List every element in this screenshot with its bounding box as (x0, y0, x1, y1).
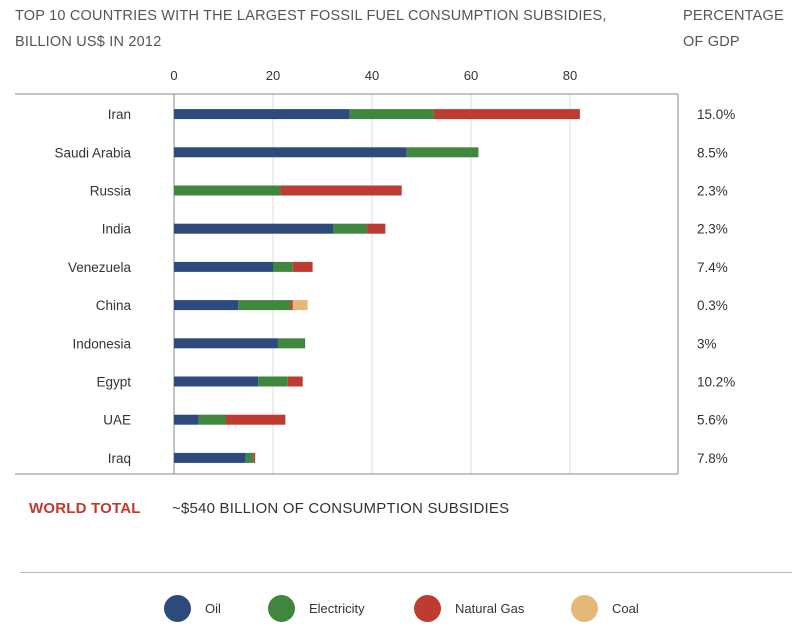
chart-title-line-2: BILLION US$ IN 2012 (15, 34, 162, 50)
category-label-venezuela: Venezuela (68, 260, 132, 275)
category-label-iraq: Iraq (108, 451, 131, 466)
bar-russia-electricity (174, 185, 281, 196)
legend-swatch-coal (571, 594, 598, 622)
legend-item-coal: Coal (571, 594, 639, 622)
legend-divider (20, 572, 792, 573)
pct-gdp-value-iraq: 7.8% (697, 451, 728, 466)
x-tick-label-20: 20 (266, 68, 280, 83)
bar-egypt-electricity (258, 376, 288, 387)
bar-saudi-arabia-electricity (406, 147, 479, 158)
pct-gdp-value-venezuela: 7.4% (697, 260, 728, 275)
category-label-indonesia: Indonesia (72, 336, 131, 351)
pct-gdp-value-iran: 15.0% (697, 107, 735, 122)
pct-gdp-header: PERCENTAGE OF GDP (683, 3, 798, 55)
legend-label-oil: Oil (205, 600, 221, 616)
legend-item-oil: Oil (164, 594, 221, 622)
legend: Oil Electricity Natural Gas Coal (0, 594, 800, 624)
category-label-egypt: Egypt (96, 375, 131, 390)
bar-egypt-natural-gas (287, 376, 303, 387)
legend-label-electricity: Electricity (309, 600, 365, 616)
bar-india-oil (174, 223, 334, 234)
bar-venezuela-oil (174, 261, 273, 272)
x-tick-label-80: 80 (563, 68, 577, 83)
chart-title-line-1: TOP 10 COUNTRIES WITH THE LARGEST FOSSIL… (15, 8, 607, 24)
bar-iraq-natural-gas (253, 452, 256, 463)
bar-indonesia-electricity (277, 338, 306, 349)
pct-gdp-value-uae: 5.6% (697, 413, 728, 428)
pct-gdp-value-china: 0.3% (697, 298, 728, 313)
bar-china-natural-gas (290, 300, 293, 311)
world-total-label: WORLD TOTAL (29, 500, 141, 517)
legend-item-electricity: Electricity (268, 594, 365, 622)
bar-venezuela-natural-gas (292, 261, 313, 272)
bar-egypt-oil (174, 376, 259, 387)
bar-china-coal (292, 300, 308, 311)
x-tick-label-0: 0 (170, 68, 177, 83)
bar-saudi-arabia-oil (174, 147, 407, 158)
world-total-text: ~$540 BILLION OF CONSUMPTION SUBSIDIES (172, 500, 510, 517)
legend-swatch-natural-gas (414, 594, 441, 622)
pct-gdp-value-saudi-arabia: 8.5% (697, 145, 728, 160)
bar-india-electricity (333, 223, 368, 234)
pct-gdp-header-line-2: OF GDP (683, 34, 740, 50)
pct-gdp-header-line-1: PERCENTAGE (683, 8, 784, 24)
legend-label-natural-gas: Natural Gas (455, 600, 525, 616)
pct-gdp-value-india: 2.3% (697, 222, 728, 237)
bar-chart: 0 20 40 60 80 Iran 15.0% Saudi Arabia 8.5% Russia… (15, 68, 735, 475)
category-label-uae: UAE (103, 413, 131, 428)
bar-china-electricity (238, 300, 291, 311)
category-label-china: China (96, 298, 132, 313)
legend-swatch-electricity (268, 594, 295, 622)
category-label-saudi-arabia: Saudi Arabia (54, 145, 131, 160)
bar-indonesia-oil (174, 338, 278, 349)
bar-russia-natural-gas (280, 185, 402, 196)
pct-gdp-value-russia: 2.3% (697, 184, 728, 199)
bar-uae-electricity (198, 414, 226, 425)
bar-iran-natural-gas (433, 109, 580, 120)
chart-title: TOP 10 COUNTRIES WITH THE LARGEST FOSSIL… (15, 3, 655, 55)
x-tick-label-40: 40 (365, 68, 379, 83)
category-label-iran: Iran (108, 107, 131, 122)
category-label-russia: Russia (90, 184, 132, 199)
bar-iraq-oil (174, 452, 246, 463)
bar-iran-electricity (349, 109, 434, 120)
bar-uae-natural-gas (225, 414, 286, 425)
legend-item-natural-gas: Natural Gas (414, 594, 524, 622)
bar-india-natural-gas (367, 223, 386, 234)
pct-gdp-value-egypt: 10.2% (697, 375, 735, 390)
category-label-india: India (102, 222, 132, 237)
x-tick-label-60: 60 (464, 68, 478, 83)
bar-iran-oil (174, 109, 350, 120)
pct-gdp-value-indonesia: 3% (697, 336, 717, 351)
bar-iraq-electricity (245, 452, 254, 463)
bar-venezuela-electricity (273, 261, 293, 272)
bar-china-oil (174, 300, 239, 311)
legend-swatch-oil (164, 594, 191, 622)
legend-label-coal: Coal (612, 600, 639, 616)
bar-uae-oil (174, 414, 199, 425)
